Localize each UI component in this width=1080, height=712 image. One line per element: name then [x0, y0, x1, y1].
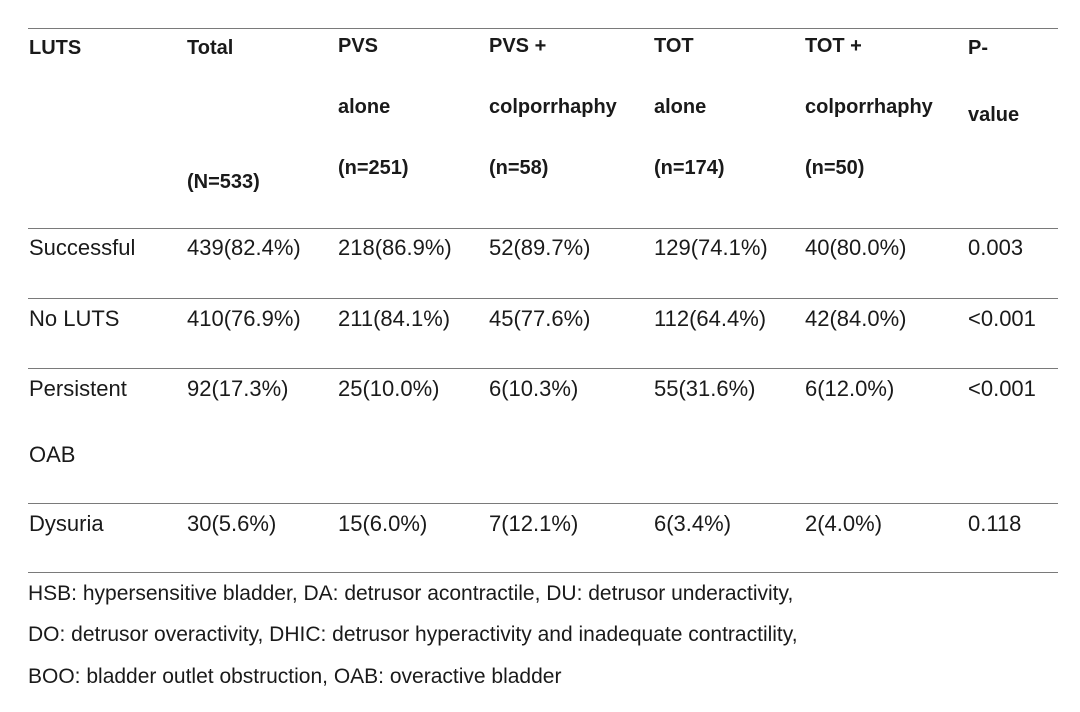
- header-tot-alone: TOT: [654, 35, 694, 57]
- table-cell: 6(3.4%): [654, 511, 732, 536]
- table-cell: 0.118: [968, 511, 1022, 536]
- row-label: Persistent: [29, 376, 127, 401]
- table-cell: 45(77.6%): [489, 306, 591, 331]
- table-cell: 0.003: [968, 235, 1024, 260]
- header-pvs-alone: alone: [338, 96, 391, 118]
- footnote-line: HSB: hypersensitive bladder, DA: detruso…: [28, 582, 794, 605]
- row-label: OAB: [29, 442, 76, 467]
- table-cell: 6(12.0%): [805, 376, 895, 401]
- row-divider: [28, 368, 1058, 369]
- footnote-line: DO: detrusor overactivity, DHIC: detruso…: [28, 623, 798, 646]
- table-cell: 410(76.9%): [187, 306, 301, 331]
- table-cell: 129(74.1%): [654, 235, 768, 260]
- table-cell: 42(84.0%): [805, 306, 907, 331]
- table-cell: 2(4.0%): [805, 511, 883, 536]
- header-tot-colporrhaphy: colporrhaphy: [805, 96, 933, 118]
- row-divider: [28, 503, 1058, 504]
- table-cell: 40(80.0%): [805, 235, 907, 260]
- header-tot-colporrhaphy: TOT +: [805, 35, 862, 57]
- row-label: No LUTS: [29, 306, 120, 331]
- table-cell: 7(12.1%): [489, 511, 579, 536]
- table-cell: 6(10.3%): [489, 376, 579, 401]
- row-divider: [28, 298, 1058, 299]
- table-cell: 218(86.9%): [338, 235, 452, 260]
- header-pvs-colporrhaphy: colporrhaphy: [489, 96, 617, 118]
- row-label: Dysuria: [29, 511, 104, 536]
- table-cell: <0.001: [968, 306, 1036, 331]
- header-pvs-colporrhaphy: PVS +: [489, 35, 547, 57]
- table-cell: <0.001: [968, 376, 1036, 401]
- header-pvs-alone-n: (n=251): [338, 157, 409, 179]
- header-pvs-colporrhaphy-n: (n=58): [489, 157, 549, 179]
- header-tot-alone: alone: [654, 96, 707, 118]
- header-tot-alone-n: (n=174): [654, 157, 725, 179]
- table-cell: 92(17.3%): [187, 376, 289, 401]
- table-cell: 30(5.6%): [187, 511, 277, 536]
- table-cell: 439(82.4%): [187, 235, 301, 260]
- row-label: Successful: [29, 235, 136, 260]
- header-luts: LUTS: [29, 37, 82, 59]
- table-bottom-rule: [28, 572, 1058, 573]
- table-cell: 15(6.0%): [338, 511, 428, 536]
- footnote-line: BOO: bladder outlet obstruction, OAB: ov…: [28, 665, 562, 688]
- header-p-value: value: [968, 104, 1020, 126]
- table-top-rule: [28, 28, 1058, 29]
- table-cell: 52(89.7%): [489, 235, 591, 260]
- table-cell: 25(10.0%): [338, 376, 440, 401]
- table-cell: 211(84.1%): [338, 306, 451, 331]
- header-total-n: (N=533): [187, 171, 260, 193]
- header-bottom-rule: [28, 228, 1058, 229]
- header-total: Total: [187, 37, 234, 59]
- header-p-value: P-: [968, 37, 988, 59]
- header-tot-colporrhaphy-n: (n=50): [805, 157, 865, 179]
- header-pvs-alone: PVS: [338, 35, 379, 57]
- table-cell: 55(31.6%): [654, 376, 756, 401]
- table-cell: 112(64.4%): [654, 306, 767, 331]
